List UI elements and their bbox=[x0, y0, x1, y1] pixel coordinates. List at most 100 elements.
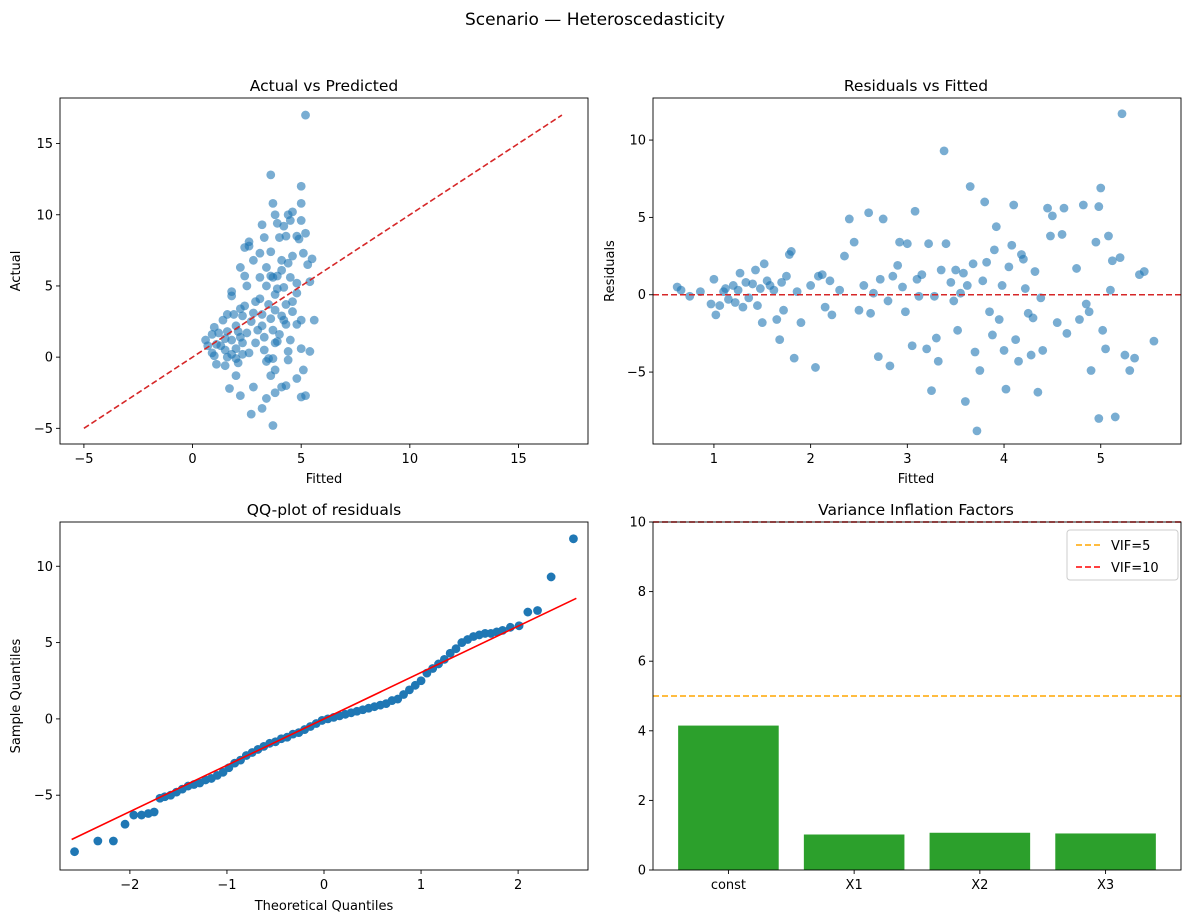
data-point bbox=[721, 284, 730, 293]
data-point bbox=[292, 374, 302, 383]
data-point bbox=[835, 285, 845, 295]
data-point bbox=[238, 338, 247, 348]
data-point bbox=[1110, 412, 1120, 422]
axes-frame-vif bbox=[652, 521, 1182, 871]
data-point bbox=[1062, 329, 1072, 338]
panel-title-vif: Variance Inflation Factors bbox=[818, 501, 1014, 519]
x-tick-label-actual-vs-predicted: 0 bbox=[188, 452, 196, 467]
y-tick-label-actual-vs-predicted: 0 bbox=[45, 351, 53, 366]
data-point bbox=[962, 281, 972, 290]
xlabel-actual-vs-predicted: Fitted bbox=[306, 472, 343, 487]
data-point bbox=[789, 353, 799, 363]
ylabel-residuals-vs-fitted: Residuals bbox=[603, 240, 618, 302]
data-point bbox=[120, 819, 130, 829]
data-point bbox=[220, 361, 230, 371]
data-point bbox=[270, 210, 280, 220]
data-point bbox=[288, 251, 297, 261]
x-tick-label-residuals-vs-fitted: 2 bbox=[806, 452, 814, 467]
data-point bbox=[305, 347, 315, 356]
data-point bbox=[270, 338, 280, 348]
data-point bbox=[946, 277, 956, 287]
data-point bbox=[936, 265, 946, 275]
data-point bbox=[218, 315, 228, 325]
y-tick-label-actual-vs-predicted: 10 bbox=[36, 208, 53, 223]
data-point bbox=[281, 381, 291, 391]
data-point bbox=[451, 644, 461, 654]
x-tick-label-residuals-vs-fitted: 4 bbox=[1000, 452, 1008, 467]
data-point bbox=[242, 328, 252, 338]
x-tick-label-residuals-vs-fitted: 1 bbox=[710, 452, 718, 467]
data-point bbox=[885, 361, 895, 371]
data-point bbox=[268, 325, 278, 335]
data-point bbox=[997, 281, 1007, 290]
x-tick-label-qq-plot: 0 bbox=[320, 878, 328, 893]
y-tick-label-qq-plot: 0 bbox=[45, 712, 53, 727]
data-point bbox=[93, 836, 103, 846]
y-tick-label-vif: 2 bbox=[638, 794, 646, 809]
data-point bbox=[285, 273, 295, 282]
y-tick-label-qq-plot: −5 bbox=[34, 789, 53, 804]
data-point bbox=[569, 534, 578, 544]
data-point bbox=[898, 282, 907, 292]
data-point bbox=[910, 206, 920, 216]
data-point bbox=[735, 268, 745, 278]
data-point bbox=[873, 352, 883, 362]
data-point bbox=[869, 288, 878, 298]
panel-title-qq-plot: QQ-plot of residuals bbox=[247, 501, 401, 519]
data-point bbox=[951, 265, 961, 275]
reference-line-actual-vs-predicted bbox=[83, 114, 563, 430]
data-point bbox=[259, 332, 269, 342]
axes-frame-actual-vs-predicted bbox=[59, 97, 589, 445]
data-point bbox=[257, 220, 267, 230]
data-point bbox=[709, 274, 719, 284]
data-point bbox=[262, 281, 271, 291]
data-point bbox=[1033, 387, 1043, 397]
data-point bbox=[1028, 313, 1038, 323]
data-point bbox=[1011, 335, 1021, 344]
data-point bbox=[755, 284, 765, 293]
data-point bbox=[292, 278, 302, 288]
data-point bbox=[268, 421, 278, 430]
data-point bbox=[255, 273, 265, 282]
data-point bbox=[248, 255, 258, 265]
data-point bbox=[209, 351, 219, 361]
data-point bbox=[706, 299, 716, 309]
data-point bbox=[270, 305, 280, 315]
data-point bbox=[227, 335, 237, 345]
data-point bbox=[268, 354, 278, 363]
data-point bbox=[748, 279, 758, 289]
data-point bbox=[953, 325, 963, 335]
x-tick-label-qq-plot: 1 bbox=[417, 878, 425, 893]
data-point bbox=[1125, 366, 1135, 375]
data-point bbox=[220, 345, 230, 355]
x-tick-label-qq-plot: 2 bbox=[514, 878, 522, 893]
data-point bbox=[266, 247, 276, 257]
data-point bbox=[941, 239, 951, 249]
data-point bbox=[1098, 325, 1108, 335]
data-point bbox=[259, 345, 269, 355]
data-point bbox=[796, 318, 806, 327]
data-point bbox=[970, 347, 980, 357]
data-point bbox=[246, 409, 256, 419]
x-tick-label-vif: X1 bbox=[846, 878, 863, 893]
data-point bbox=[248, 382, 258, 392]
data-point bbox=[1078, 200, 1088, 210]
x-tick-label-actual-vs-predicted: −5 bbox=[74, 452, 93, 467]
data-point bbox=[965, 182, 975, 191]
data-point bbox=[309, 315, 319, 325]
data-point bbox=[285, 216, 295, 225]
data-point bbox=[753, 301, 762, 310]
xlabel-residuals-vs-fitted: Fitted bbox=[898, 472, 935, 487]
data-point bbox=[222, 352, 232, 362]
data-point bbox=[900, 307, 910, 317]
data-point bbox=[949, 296, 959, 306]
vif-bar-const bbox=[678, 725, 779, 870]
data-point bbox=[251, 338, 260, 348]
data-point bbox=[715, 301, 725, 310]
data-point bbox=[137, 810, 146, 820]
data-point bbox=[266, 170, 276, 180]
x-tick-label-actual-vs-predicted: 10 bbox=[402, 452, 419, 467]
y-tick-label-vif: 8 bbox=[638, 585, 646, 600]
data-point bbox=[895, 237, 904, 247]
data-point bbox=[264, 300, 273, 309]
